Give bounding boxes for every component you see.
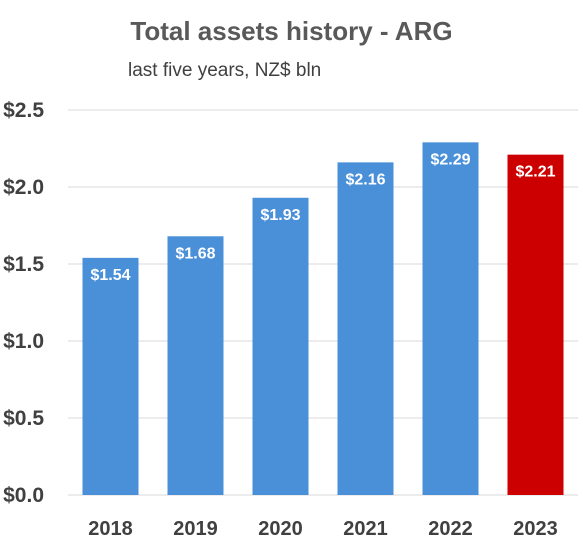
x-tick-label: 2021 <box>343 518 388 540</box>
y-tick-label: $1.0 <box>3 330 44 353</box>
bar-2018 <box>82 257 139 495</box>
x-tick-label: 2023 <box>513 518 558 540</box>
bar-2020 <box>252 197 309 495</box>
data-label: $2.21 <box>515 164 555 181</box>
data-labels: $1.54 $1.68 $1.93 $2.16 $2.29 $2.21 <box>90 151 555 284</box>
data-label: $2.29 <box>430 151 470 168</box>
y-tick-label: $2.5 <box>3 99 44 122</box>
bar-2019 <box>167 236 224 495</box>
x-tick-label: 2018 <box>88 518 133 540</box>
y-tick-label: $0.5 <box>3 407 44 430</box>
y-tick-label: $1.5 <box>3 253 44 276</box>
bar-2021 <box>337 162 394 496</box>
data-label: $2.16 <box>345 171 385 188</box>
chart-title: Total assets history - ARG <box>130 16 453 46</box>
data-label: $1.68 <box>175 245 215 262</box>
data-label: $1.54 <box>90 267 130 284</box>
chart-subtitle: last five years, NZ$ bln <box>128 60 322 81</box>
x-axis: 2018 2019 2020 2021 2022 2023 <box>88 518 558 540</box>
y-tick-label: $2.0 <box>3 176 44 199</box>
x-tick-label: 2019 <box>173 518 218 540</box>
gridlines <box>68 109 578 496</box>
y-tick-label: $0.0 <box>3 484 44 507</box>
y-axis: $0.0 $0.5 $1.0 $1.5 $2.0 $2.5 <box>3 99 44 507</box>
bars <box>82 142 564 496</box>
x-tick-label: 2020 <box>258 518 303 540</box>
data-label: $1.93 <box>260 207 300 224</box>
x-tick-label: 2022 <box>428 518 473 540</box>
bar-2022 <box>422 142 479 495</box>
bar-2023 <box>507 154 564 495</box>
